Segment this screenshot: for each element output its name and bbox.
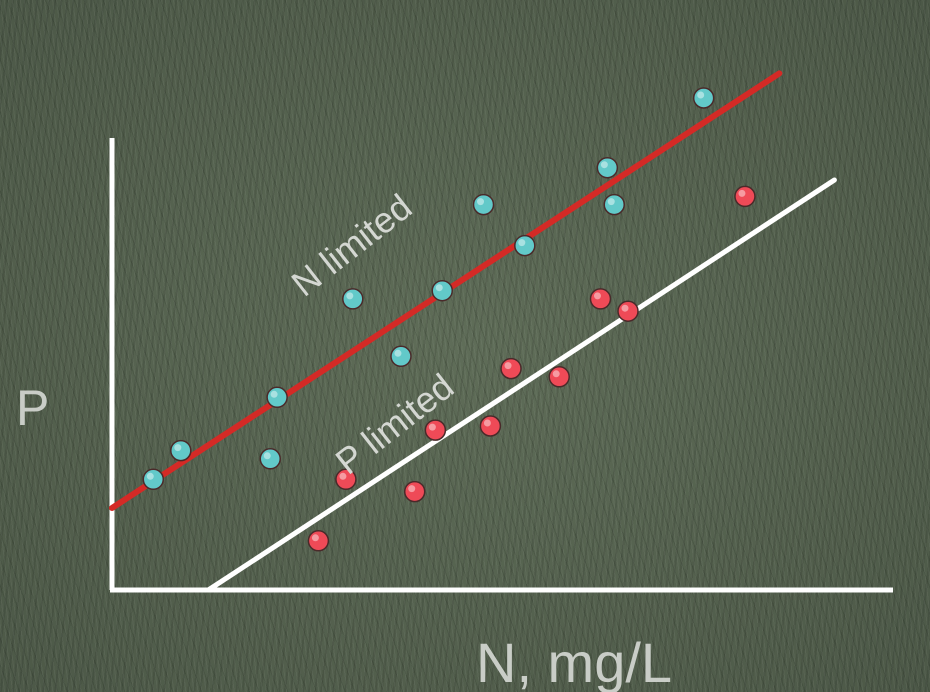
point-highlight [697, 91, 705, 99]
p-limited-point-1 [307, 530, 330, 552]
point-highlight [311, 534, 319, 542]
n-limited-point-7 [431, 279, 453, 302]
p-limited-point-8 [589, 288, 612, 310]
p-limited-point-2 [335, 468, 357, 491]
y-axis-label: P [16, 380, 49, 436]
point-highlight [146, 472, 154, 480]
n-limited-point-6 [390, 345, 412, 368]
point-highlight [435, 284, 443, 292]
point-highlight [174, 444, 182, 452]
point-highlight [600, 161, 608, 169]
point-highlight [428, 423, 436, 431]
p-limited-point-3 [403, 480, 426, 503]
point-highlight [738, 189, 746, 197]
p-limited-point-6 [500, 357, 522, 380]
point-highlight [394, 349, 402, 357]
n-limited-point-12 [692, 87, 715, 109]
n-limited-point-10 [596, 156, 619, 179]
point-highlight [346, 292, 354, 300]
p-limited-boundary-line [205, 177, 837, 593]
n-limited-point-9 [514, 234, 536, 257]
point-highlight [621, 304, 629, 312]
n-limited-label: N limited [284, 186, 420, 305]
point-highlight [339, 472, 347, 480]
point-highlight [593, 292, 601, 300]
point-highlight [518, 239, 526, 247]
point-highlight [408, 485, 416, 493]
point-highlight [483, 419, 491, 427]
p-limited-point-4 [424, 419, 447, 441]
n-limited-point-5 [342, 288, 364, 310]
point-highlight [504, 362, 512, 370]
point-highlight [263, 452, 271, 460]
x-axis-label: N, mg/L [476, 631, 672, 692]
n-limited-point-8 [472, 193, 495, 216]
p-limited-point-10 [734, 185, 756, 208]
n-limited-point-3 [259, 448, 281, 470]
n-limited-point-2 [170, 439, 192, 462]
point-highlight [552, 370, 560, 378]
n-limited-point-4 [266, 386, 288, 409]
point-highlight [607, 198, 615, 206]
point-highlight [477, 198, 485, 206]
p-limited-point-5 [479, 415, 502, 437]
point-highlight [270, 390, 278, 398]
p-limited-point-7 [548, 366, 570, 388]
p-limited-point-9 [617, 300, 639, 322]
n-limited-point-11 [603, 193, 625, 216]
n-limited-point-1 [142, 468, 165, 491]
